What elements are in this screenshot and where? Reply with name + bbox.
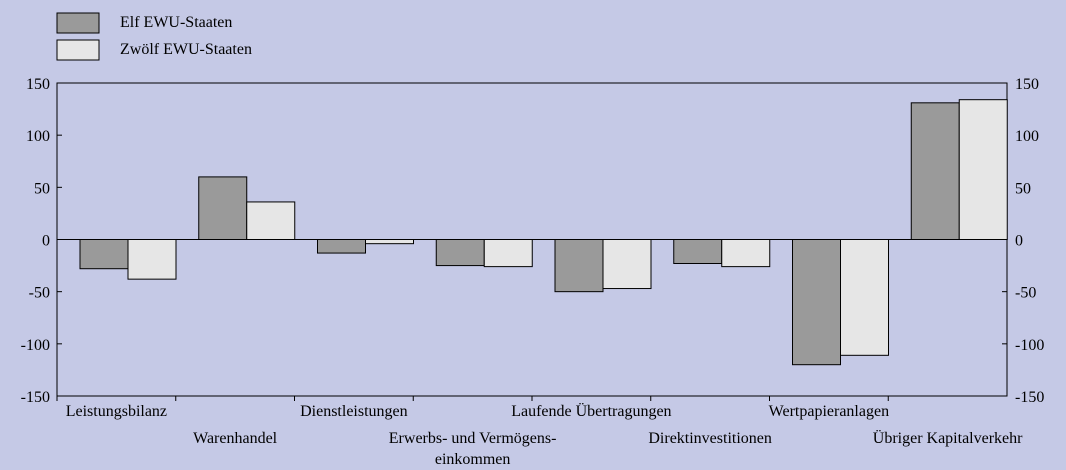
bars xyxy=(56,99,1008,401)
tick-label-left-minus-150: -150 xyxy=(21,389,50,406)
category-label-0: Leistungsbilanz xyxy=(66,403,167,420)
tick-label-left-100: 100 xyxy=(26,128,50,145)
tick-label-left-minus-100: -100 xyxy=(21,337,50,354)
bar-elf-3 xyxy=(435,239,485,267)
category-label-6: Wertpapieranlagen xyxy=(769,403,889,420)
tick-label-right-150: 150 xyxy=(1015,76,1039,93)
bar-elf-4 xyxy=(554,239,604,293)
legend-swatch-zwoelf-ewu-staaten xyxy=(56,39,100,61)
legend-label-elf-ewu-staaten: Elf EWU-Staaten xyxy=(120,14,232,31)
tick-label-left-150: 150 xyxy=(26,76,50,93)
tick-label-right-minus-50: -50 xyxy=(1015,285,1036,302)
bar-zwoelf-5 xyxy=(721,239,771,268)
tick-label-right-minus-150: -150 xyxy=(1015,389,1044,406)
bar-zwoelf-3 xyxy=(483,239,533,268)
bar-zwoelf-7 xyxy=(958,99,1008,241)
bar-zwoelf-4 xyxy=(602,239,652,290)
bar-elf-6 xyxy=(792,239,841,366)
category-label-5: Direktinvestitionen xyxy=(648,430,772,447)
axis-ticks: 150 150 100 100 50 50 0 0 -50 -50 -100 -100 -150 -150 xyxy=(21,76,1045,406)
category-label-4: Laufende Übertragungen xyxy=(511,402,671,420)
category-label-3-line-2: einkommen xyxy=(435,451,511,468)
tick-label-right-100: 100 xyxy=(1015,128,1039,145)
tick-label-right-0: 0 xyxy=(1015,233,1023,250)
bar-elf-1 xyxy=(198,176,248,240)
bar-elf-7 xyxy=(910,102,960,240)
bar-elf-2 xyxy=(317,239,366,254)
bar-zwoelf-0 xyxy=(127,239,177,280)
category-label-1: Warenhandel xyxy=(193,430,278,447)
bar-elf-5 xyxy=(673,239,723,264)
category-labels: Leistungsbilanz Warenhandel Dienstleistung… xyxy=(66,402,1023,468)
tick-label-left-50: 50 xyxy=(34,180,50,197)
legend-swatch-elf-ewu-staaten xyxy=(56,12,100,34)
bar-zwoelf-2 xyxy=(365,239,414,245)
bar-elf-0 xyxy=(79,239,129,270)
bar-zwoelf-6 xyxy=(840,239,889,356)
bar-zwoelf-1 xyxy=(246,201,296,241)
category-label-7: Übriger Kapitalverkehr xyxy=(873,429,1023,447)
tick-label-right-50: 50 xyxy=(1015,180,1031,197)
legend: Elf EWU-Staaten Zwölf EWU-Staaten xyxy=(56,12,252,61)
tick-label-left-0: 0 xyxy=(42,233,50,250)
legend-label-zwoelf-ewu-staaten: Zwölf EWU-Staaten xyxy=(120,41,252,58)
category-label-2: Dienstleistungen xyxy=(300,403,408,420)
category-label-3: Erwerbs- und Vermögens- xyxy=(389,430,557,447)
tick-label-right-minus-100: -100 xyxy=(1015,337,1044,354)
tick-label-left-minus-50: -50 xyxy=(29,285,50,302)
